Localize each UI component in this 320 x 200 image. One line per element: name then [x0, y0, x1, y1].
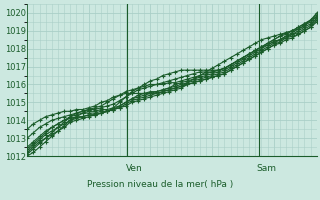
Text: Sam: Sam: [256, 164, 276, 173]
Text: Pression niveau de la mer( hPa ): Pression niveau de la mer( hPa ): [87, 180, 233, 189]
Text: Ven: Ven: [126, 164, 143, 173]
